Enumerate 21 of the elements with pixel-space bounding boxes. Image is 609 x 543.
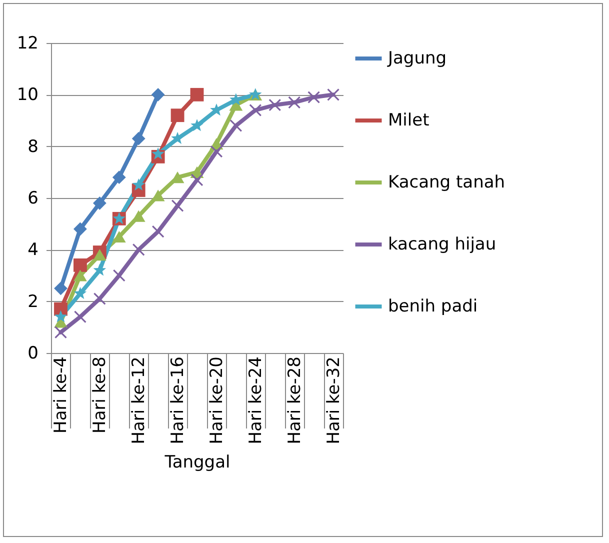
y-tick-label: 2 xyxy=(28,292,38,312)
x-tick-label: Hari ke-8 xyxy=(90,356,110,434)
x-tick-label: Hari ke-32 xyxy=(324,356,344,444)
y-tick-label: 6 xyxy=(28,188,38,208)
legend-label: Kacang tanah xyxy=(388,172,506,192)
x-tick-label: Hari ke-12 xyxy=(129,356,150,444)
legend-label: kacang hijau xyxy=(388,234,496,254)
y-tick-label: 10 xyxy=(16,85,38,106)
x-tick-label: Hari ke-24 xyxy=(246,356,266,444)
legend-label: Jagung xyxy=(387,48,447,68)
x-axis-title: Tanggal xyxy=(164,452,230,472)
x-tick-label: Hari ke-16 xyxy=(168,356,188,444)
y-tick-label: 4 xyxy=(28,240,38,260)
y-tick-label: 8 xyxy=(28,136,38,157)
x-tick-label: Hari ke-28 xyxy=(284,356,305,444)
x-tick-label: Hari ke-4 xyxy=(51,356,72,434)
legend-label: Milet xyxy=(388,110,430,130)
legend-label: benih padi xyxy=(388,296,478,316)
x-tick-label: Hari ke-20 xyxy=(206,356,227,444)
y-tick-label: 0 xyxy=(28,344,38,364)
y-tick-label: 12 xyxy=(16,34,38,54)
